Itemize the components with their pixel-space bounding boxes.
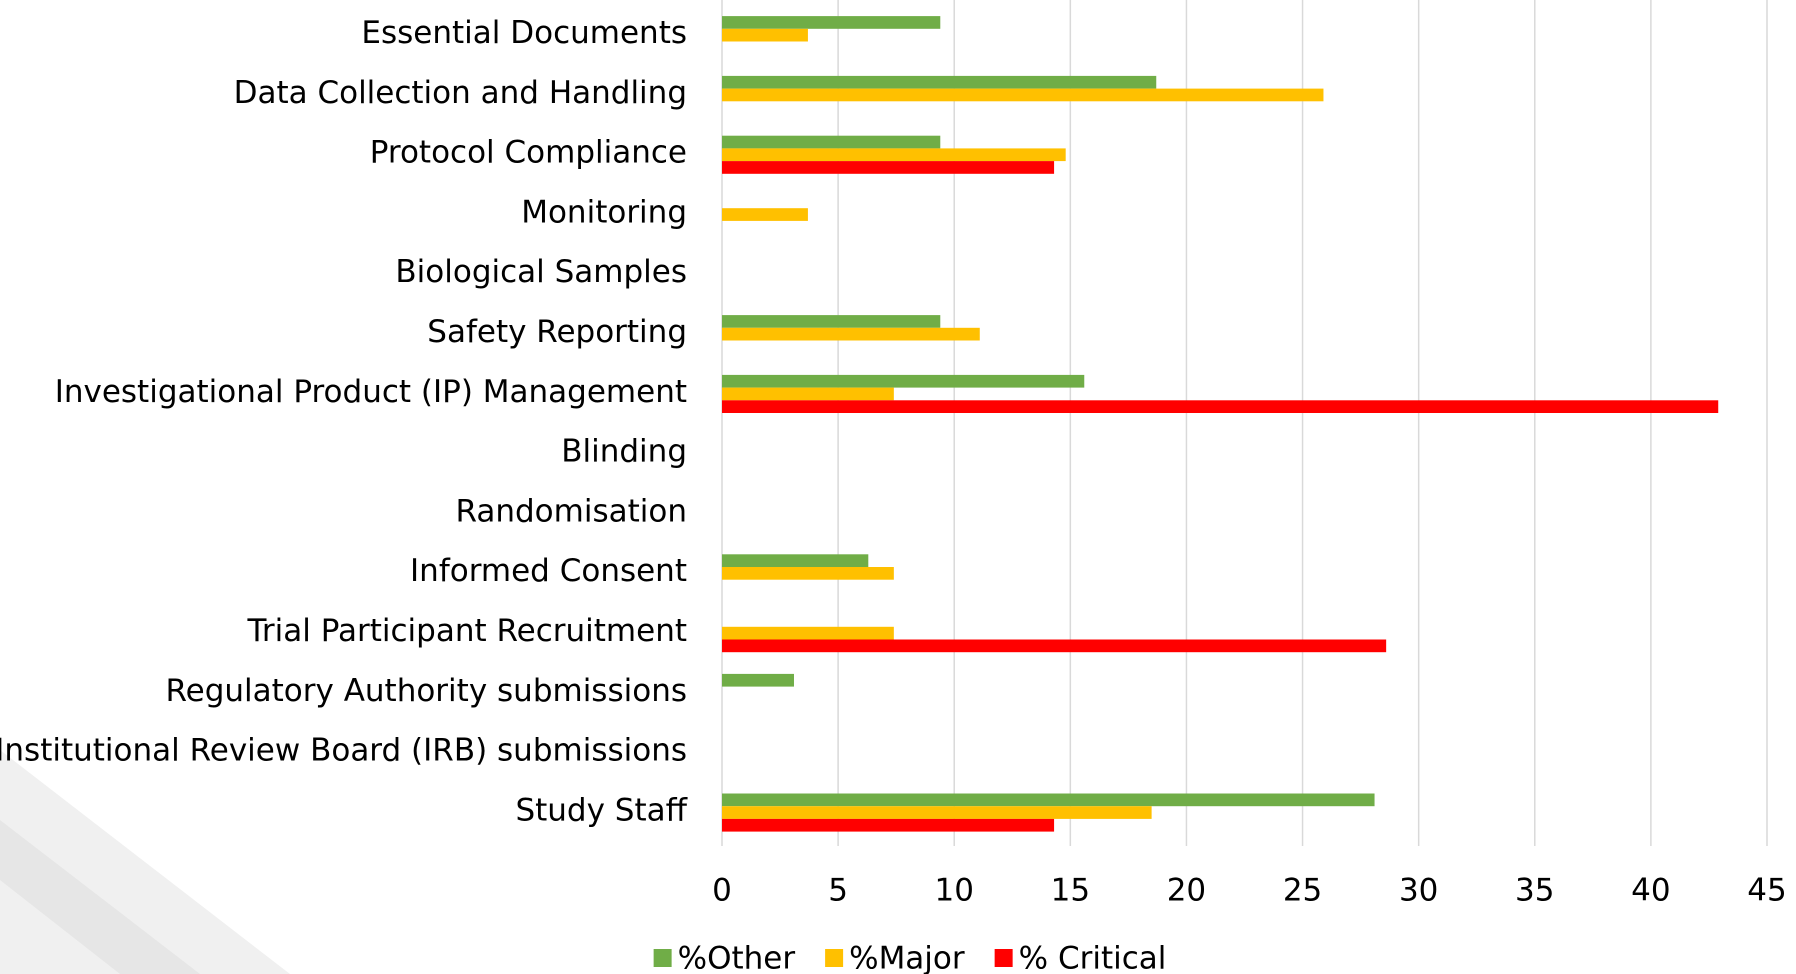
bar bbox=[722, 374, 1085, 388]
bar bbox=[722, 327, 980, 341]
x-tick-label: 10 bbox=[934, 873, 973, 909]
x-tick-label: 15 bbox=[1051, 873, 1090, 909]
bar bbox=[722, 554, 869, 567]
bar bbox=[722, 28, 808, 42]
bar bbox=[722, 639, 1387, 653]
bar bbox=[722, 16, 941, 29]
bar bbox=[722, 135, 941, 149]
legend-swatch bbox=[653, 949, 672, 967]
x-tick-label: 0 bbox=[712, 873, 732, 909]
legend-swatch bbox=[825, 949, 844, 967]
y-tick-label: Institutional Review Board (IRB) submiss… bbox=[0, 733, 687, 769]
y-tick-label: Essential Documents bbox=[361, 15, 687, 51]
bar bbox=[722, 387, 894, 401]
x-tick-label: 45 bbox=[1747, 873, 1786, 909]
y-tick-label: Investigational Product (IP) Management bbox=[55, 374, 687, 410]
bar bbox=[722, 148, 1066, 162]
bar bbox=[722, 400, 1719, 413]
y-tick-label: Regulatory Authority submissions bbox=[165, 673, 687, 709]
bar bbox=[722, 315, 941, 328]
legend-label: %Other bbox=[678, 941, 796, 974]
bar bbox=[722, 793, 1375, 807]
y-tick-label: Trial Participant Recruitment bbox=[247, 613, 688, 649]
legend-label: %Major bbox=[849, 941, 965, 974]
y-tick-label: Blinding bbox=[561, 434, 687, 470]
bar bbox=[722, 567, 894, 580]
x-tick-label: 30 bbox=[1399, 873, 1438, 909]
x-tick-label: 40 bbox=[1631, 873, 1670, 909]
bar bbox=[722, 208, 808, 221]
bar bbox=[722, 161, 1055, 174]
y-tick-label: Monitoring bbox=[521, 194, 687, 230]
y-tick-label: Randomisation bbox=[456, 493, 688, 529]
y-tick-label: Safety Reporting bbox=[427, 314, 687, 350]
bar bbox=[722, 673, 794, 687]
y-tick-label: Data Collection and Handling bbox=[234, 75, 687, 111]
bar bbox=[722, 818, 1055, 832]
x-tick-label: 25 bbox=[1283, 873, 1322, 909]
y-tick-label: Protocol Compliance bbox=[370, 135, 687, 171]
y-tick-label: Informed Consent bbox=[410, 553, 687, 589]
x-tick-label: 20 bbox=[1167, 873, 1206, 909]
y-tick-label: Biological Samples bbox=[395, 254, 687, 290]
legend-swatch bbox=[994, 949, 1013, 967]
legend-label: % Critical bbox=[1019, 941, 1167, 974]
y-tick-label: Study Staff bbox=[515, 792, 687, 828]
x-tick-label: 5 bbox=[828, 873, 848, 909]
bar bbox=[722, 75, 1157, 89]
bar bbox=[722, 806, 1152, 819]
background-shape bbox=[0, 820, 200, 974]
bar bbox=[722, 88, 1324, 102]
x-tick-label: 35 bbox=[1515, 873, 1554, 909]
bar bbox=[722, 626, 894, 640]
